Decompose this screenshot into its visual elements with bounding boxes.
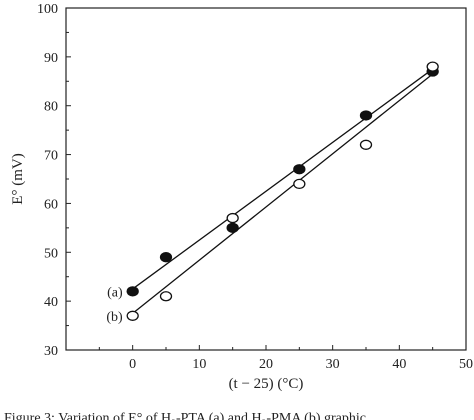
series-label: (b) [106, 310, 123, 325]
x-tick-label: 10 [192, 357, 206, 372]
plot-frame [65, 7, 467, 351]
figure-caption: Figure 3: Variation of E° of H₂-PTA (a) … [4, 411, 366, 420]
y-tick-label: 50 [44, 246, 58, 261]
y-axis-label: E° (mV) [10, 153, 26, 204]
y-tick-label: 80 [44, 100, 58, 115]
open-data-point [226, 212, 239, 224]
y-tick-label: 60 [44, 197, 58, 212]
open-data-point [359, 139, 373, 150]
x-tick-label: 50 [459, 357, 473, 372]
filled-data-point [293, 164, 306, 175]
y-tick-label: 100 [37, 2, 58, 17]
open-data-point [159, 291, 173, 302]
y-tick-label: 30 [44, 344, 58, 359]
x-axis-label: (t − 25) (°C) [229, 376, 304, 392]
y-tick-label: 70 [44, 149, 58, 164]
fit-lines [132, 68, 434, 314]
x-tick-label: 20 [259, 357, 273, 372]
data-points [126, 61, 439, 321]
open-data-point [293, 178, 306, 190]
series-label: (a) [107, 285, 123, 300]
filled-data-point [226, 222, 239, 234]
open-data-point [126, 310, 139, 321]
filled-data-point [359, 110, 373, 121]
fit-line [132, 73, 434, 314]
x-axis-ticks: 0 10 20 30 40 50 [65, 345, 473, 372]
plot-border [65, 7, 467, 351]
open-data-point [426, 61, 439, 72]
fit-line [132, 68, 434, 290]
x-tick-label: 40 [392, 357, 406, 372]
y-axis-ticks: 30 40 50 60 70 80 90 100 [37, 2, 71, 359]
x-tick-label: 0 [129, 357, 136, 372]
x-tick-label: 30 [326, 357, 340, 372]
filled-data-point [126, 286, 139, 297]
series-labels: (a) (b) [106, 285, 123, 324]
filled-data-point [159, 252, 173, 263]
y-tick-label: 90 [44, 51, 58, 66]
y-tick-label: 40 [44, 295, 58, 310]
